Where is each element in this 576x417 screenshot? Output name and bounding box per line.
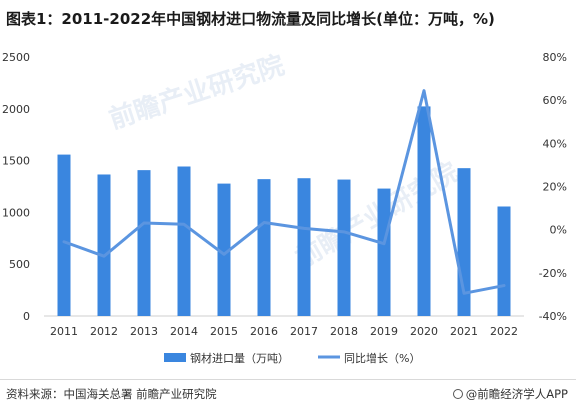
line-point (302, 227, 306, 230)
y-left-tick-label: 1000 (2, 206, 30, 219)
brand-credit: @前瞻经济学人APP (452, 386, 568, 402)
bar-series (57, 106, 511, 316)
bar (177, 166, 191, 316)
bar (97, 174, 111, 316)
source-note: 资料来源：中国海关总署 前瞻产业研究院 (6, 387, 217, 401)
line-point (382, 242, 386, 245)
legend: 钢材进口量（万吨） 同比增长（%） (164, 351, 420, 365)
y-axis-right: -40% -20% 0% 20% 40% 60% 80% (539, 51, 567, 323)
x-tick-label: 2015 (210, 325, 238, 338)
line-point (142, 221, 146, 225)
x-tick-label: 2018 (330, 325, 358, 338)
x-tick-label: 2021 (450, 325, 478, 338)
y-left-tick-label: 0 (23, 310, 30, 323)
line-point (182, 223, 186, 226)
x-tick-label: 2022 (490, 325, 518, 338)
footer-divider (0, 379, 576, 380)
line-point (462, 292, 466, 295)
logo-icon (452, 389, 463, 399)
chart-title: 图表1：2011-2022年中国钢材进口物流量及同比增长(单位：万吨，%) (6, 10, 495, 28)
bar (297, 178, 311, 316)
bar (337, 179, 351, 316)
x-tick-label: 2014 (170, 325, 198, 338)
legend-bar-swatch (164, 353, 186, 362)
y-left-tick-label: 2000 (2, 103, 30, 116)
bar (217, 183, 231, 316)
x-tick-label: 2017 (290, 325, 318, 338)
y-right-tick-label: 20% (543, 181, 567, 194)
x-tick-label: 2011 (50, 325, 78, 338)
bar (57, 154, 71, 316)
line-point (62, 240, 66, 243)
y-left-tick-label: 2500 (2, 51, 30, 64)
bar (377, 188, 391, 316)
y-right-tick-label: -40% (539, 310, 567, 323)
line-point (102, 255, 106, 258)
x-tick-label: 2016 (250, 325, 278, 338)
y-left-tick-label: 1500 (2, 155, 30, 168)
brand-text: @前瞻经济学人APP (465, 387, 568, 401)
chart: 0 500 1000 1500 2000 2500 -40% -20% 0% 20% 40% 60%… (2, 51, 567, 365)
y-right-tick-label: -20% (539, 267, 567, 280)
x-axis: 2011 2012 2013 2014 2015 2016 2017 2018 2019 2020… (50, 325, 518, 338)
bar (137, 170, 151, 316)
bar (257, 179, 271, 316)
line-point (342, 230, 346, 234)
x-tick-label: 2012 (90, 325, 118, 338)
y-right-tick-label: 60% (543, 94, 567, 107)
line-point (222, 253, 226, 256)
y-right-tick-label: 40% (543, 137, 567, 150)
x-tick-label: 2013 (130, 325, 158, 338)
x-tick-label: 2020 (410, 325, 438, 338)
bar (497, 206, 511, 316)
growth-line (62, 89, 506, 295)
line-point (262, 221, 266, 224)
line-point (422, 89, 426, 92)
y-axis-left: 0 500 1000 1500 2000 2500 (2, 51, 30, 323)
line-series (62, 89, 506, 295)
y-right-tick-label: 0% (550, 224, 567, 237)
legend-bar-label: 钢材进口量（万吨） (190, 351, 289, 365)
y-left-tick-label: 500 (9, 258, 30, 271)
line-point (502, 284, 506, 287)
x-tick-label: 2019 (370, 325, 398, 338)
legend-line-label: 同比增长（%） (344, 351, 420, 365)
bar (417, 106, 431, 316)
y-right-tick-label: 80% (543, 51, 567, 64)
